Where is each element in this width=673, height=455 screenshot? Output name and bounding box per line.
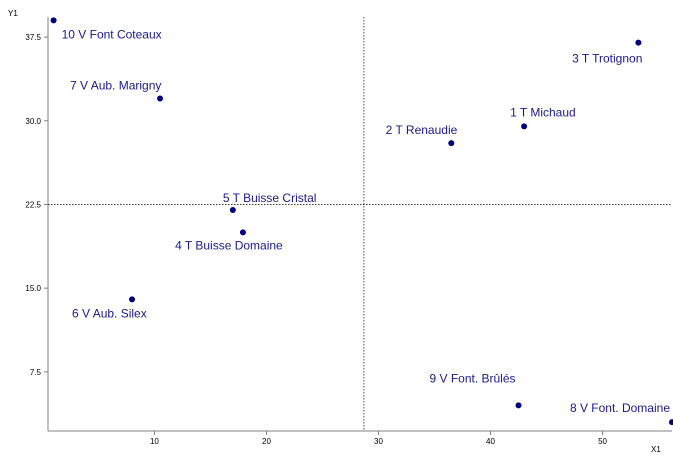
data-point bbox=[635, 39, 642, 46]
y-tick-label: 15.0 bbox=[25, 284, 41, 293]
data-point bbox=[229, 207, 236, 214]
point-label: 6 V Aub. Silex bbox=[72, 306, 147, 320]
point-label: 5 T Buisse Cristal bbox=[223, 191, 317, 205]
data-point bbox=[521, 123, 528, 130]
point-label: 10 V Font Coteaux bbox=[62, 27, 162, 41]
point-label: 3 T Trotignon bbox=[572, 52, 642, 66]
x-axis-title: X1 bbox=[651, 445, 661, 454]
x-tick-label: 50 bbox=[598, 437, 607, 446]
data-point bbox=[239, 229, 246, 236]
y-axis-title: Y1 bbox=[8, 9, 18, 18]
y-tick-label: 37.5 bbox=[25, 33, 41, 42]
data-point bbox=[50, 17, 57, 24]
x-tick-label: 30 bbox=[374, 437, 383, 446]
y-tick-label: 30.0 bbox=[25, 117, 41, 126]
data-point bbox=[129, 296, 136, 303]
y-tick-label: 22.5 bbox=[25, 200, 41, 209]
x-tick-label: 40 bbox=[486, 437, 495, 446]
point-label: 2 T Renaudie bbox=[386, 123, 458, 137]
point-label: 1 T Michaud bbox=[510, 105, 576, 119]
x-tick-label: 10 bbox=[150, 437, 159, 446]
x-tick-label: 20 bbox=[262, 437, 271, 446]
point-label: 9 V Font. Brûlés bbox=[429, 371, 515, 385]
point-label: 4 T Buisse Domaine bbox=[175, 238, 283, 252]
data-point bbox=[157, 95, 164, 102]
point-label: 7 V Aub. Marigny bbox=[70, 78, 161, 92]
y-tick-label: 7.5 bbox=[30, 368, 42, 377]
data-point bbox=[669, 419, 673, 426]
data-point bbox=[515, 402, 522, 409]
data-point bbox=[448, 140, 455, 147]
point-label: 8 V Font. Domaine bbox=[570, 401, 670, 415]
